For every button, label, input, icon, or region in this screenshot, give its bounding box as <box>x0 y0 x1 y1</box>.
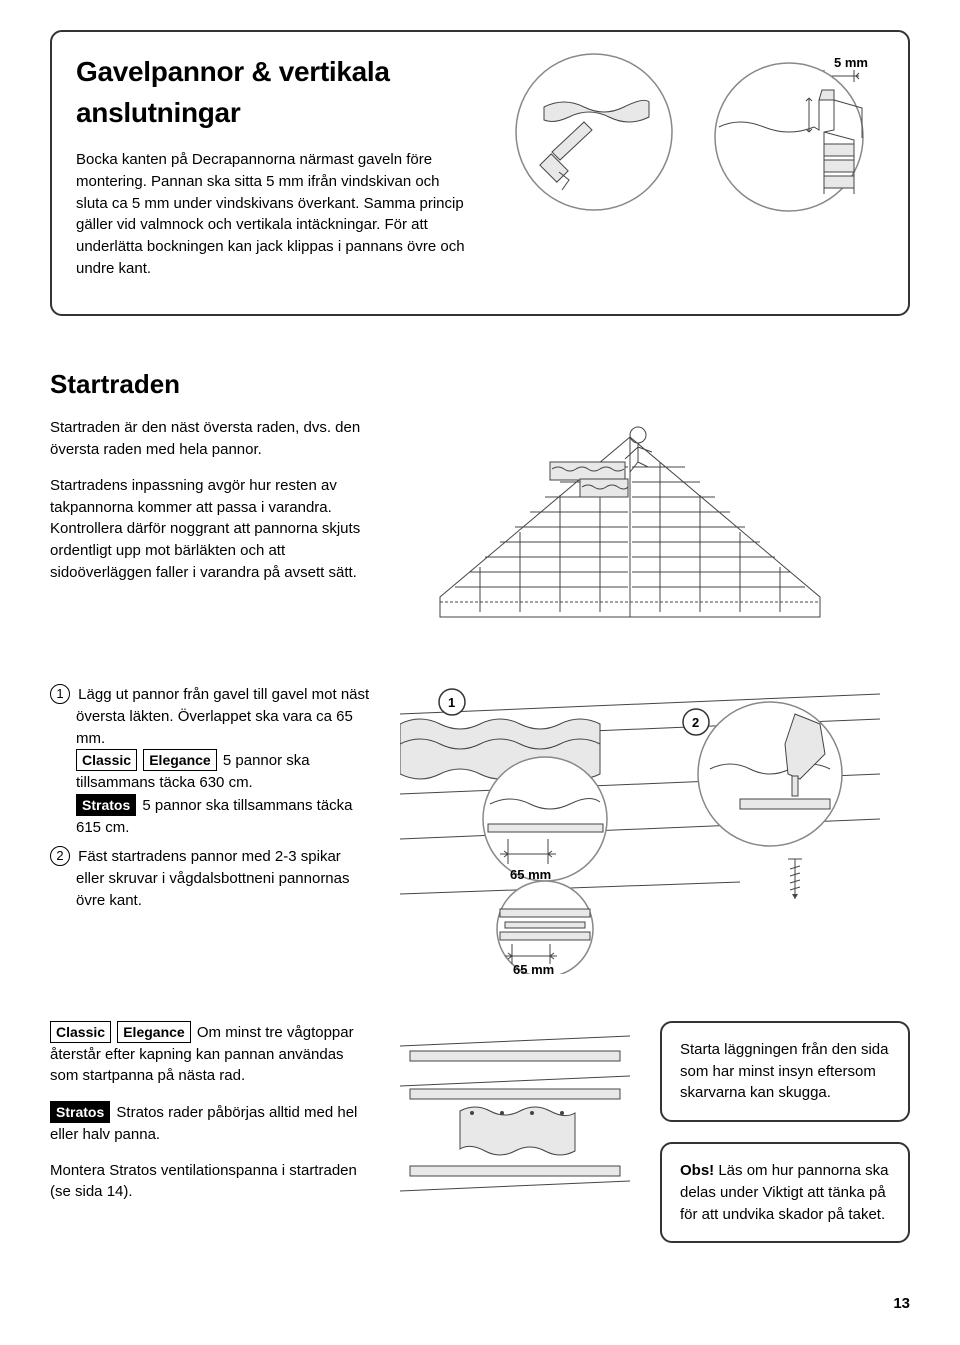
cut-panel-icon <box>400 1021 630 1201</box>
bottom-mid-fig <box>400 1021 630 1264</box>
step-1: 1 Lägg ut pannor från gavel till gavel m… <box>50 684 370 838</box>
step-1-number: 1 <box>50 684 70 704</box>
tag-classic: Classic <box>76 749 137 771</box>
bottom-para-stratos: Stratos Stratos rader påbörjas alltid me… <box>50 1101 370 1146</box>
startraden-heading: Startraden <box>50 366 910 404</box>
fig-5mm-label: 5 mm <box>834 55 868 70</box>
tag-stratos: Stratos <box>76 794 136 816</box>
tag-stratos-2: Stratos <box>50 1101 110 1123</box>
startraden-fig-roof <box>400 417 910 644</box>
bottom-section: Classic Elegance Om minst tre vågtoppar … <box>50 1021 910 1264</box>
section1-figures: 5 mm <box>486 52 884 284</box>
infobox-obs: Obs! Läs om hur pannorna ska delas under… <box>660 1142 910 1243</box>
fig-65mm-a: 65 mm <box>510 867 551 882</box>
tag-classic-2: Classic <box>50 1021 111 1043</box>
fig-65mm-b: 65 mm <box>513 962 554 974</box>
bottom-para-vent: Montera Stratos ventilationspanna i star… <box>50 1160 370 1204</box>
infobox-start-side-text: Starta läggningen från den sida som har … <box>680 1041 888 1102</box>
fig-5mm-icon: 5 mm <box>694 52 884 212</box>
section1-heading: Gavelpannor & vertikala anslutningar <box>76 52 466 133</box>
bottom-left: Classic Elegance Om minst tre vågtoppar … <box>50 1021 370 1264</box>
step-2-number: 2 <box>50 846 70 866</box>
startraden-para2: Startradens inpassning avgör hur resten … <box>50 475 370 584</box>
section1-para: Bocka kanten på Decrapannorna närmast ga… <box>76 149 466 280</box>
startraden-steps: 1 Lägg ut pannor från gavel till gavel m… <box>50 684 910 981</box>
step-1-text-a: Lägg ut pannor från gavel till gavel mot… <box>76 686 369 747</box>
bottom-para-classic: Classic Elegance Om minst tre vågtoppar … <box>50 1021 370 1087</box>
step-2: 2 Fäst startradens pannor med 2-3 spikar… <box>50 846 370 911</box>
startraden-text: Startraden är den näst översta raden, dv… <box>50 417 370 644</box>
obs-lead: Obs! <box>680 1162 714 1179</box>
bottom-right: Starta läggningen från den sida som har … <box>660 1021 910 1264</box>
fig-callout-2: 2 <box>692 715 699 730</box>
startraden-upper: Startraden är den näst översta raden, dv… <box>50 417 910 644</box>
section-gavelpannor: Gavelpannor & vertikala anslutningar Boc… <box>50 30 910 316</box>
infobox-start-side: Starta läggningen från den sida som har … <box>660 1021 910 1122</box>
fig-callout-1: 1 <box>448 695 455 710</box>
section1-text: Gavelpannor & vertikala anslutningar Boc… <box>76 52 466 284</box>
tag-elegance-2: Elegance <box>117 1021 190 1043</box>
step-2-text: Fäst startradens pannor med 2-3 spikar e… <box>76 848 350 909</box>
startraden-para1: Startraden är den näst översta raden, dv… <box>50 417 370 461</box>
fig-bending-icon <box>514 52 674 212</box>
page-number: 13 <box>50 1293 910 1315</box>
overlap-diagram-icon: 1 2 65 mm 65 mm <box>400 684 880 974</box>
roof-diagram-icon <box>400 417 860 637</box>
tag-elegance: Elegance <box>143 749 216 771</box>
startraden-lower-fig: 1 2 65 mm 65 mm <box>400 684 910 981</box>
